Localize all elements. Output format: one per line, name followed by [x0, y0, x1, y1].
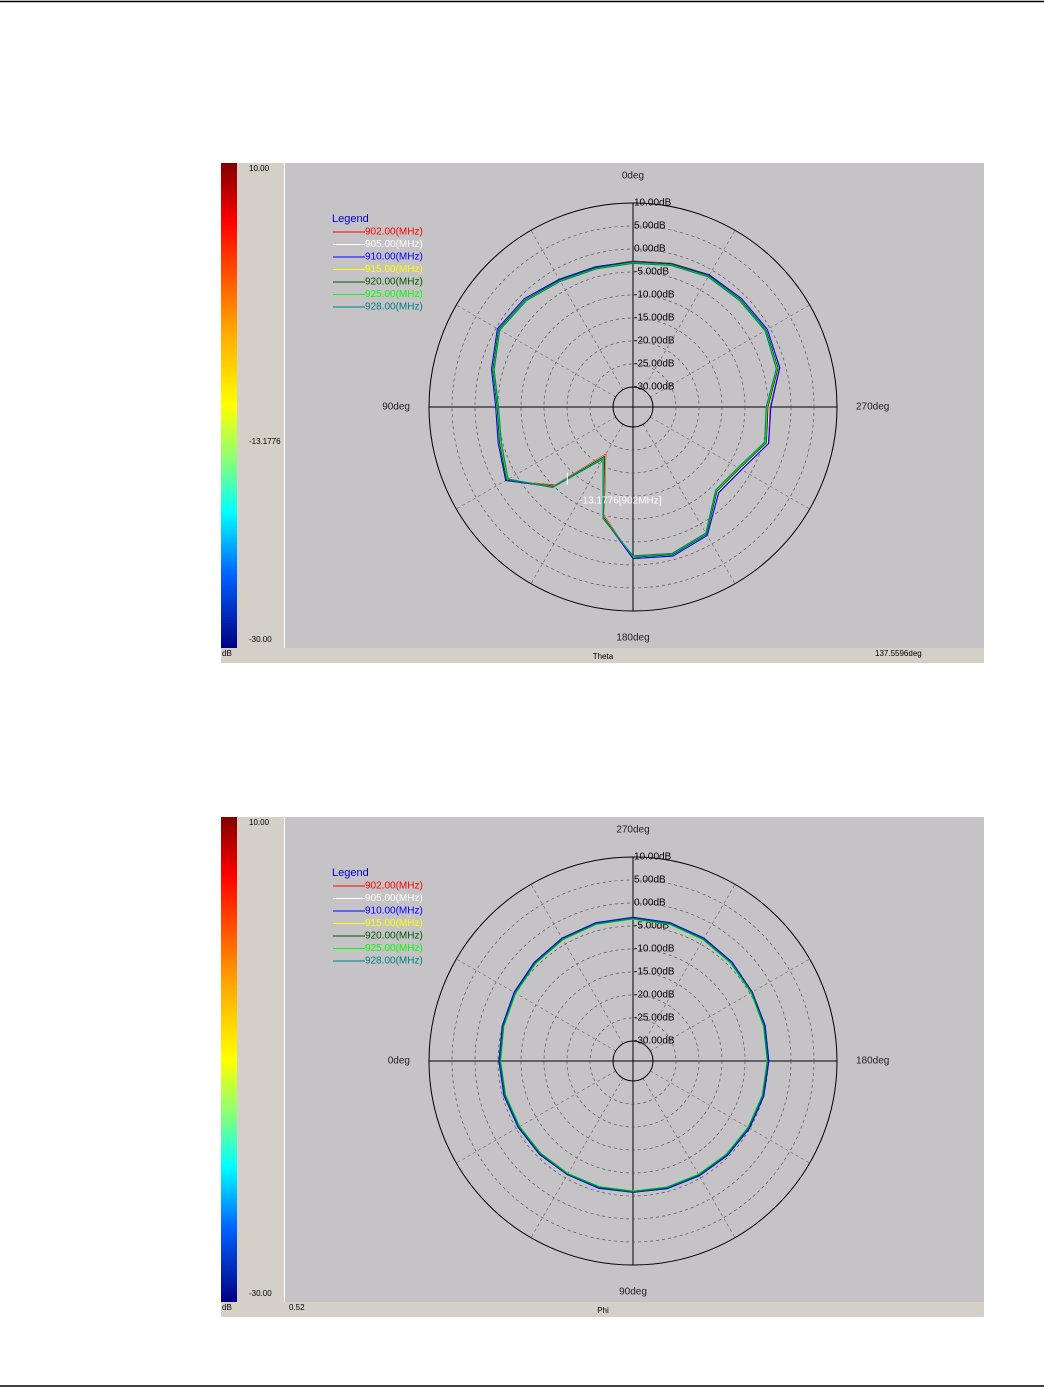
angle-axis-label: Theta: [593, 652, 614, 661]
radial-grid-ring: [451, 879, 815, 1243]
angle-tick-label: 90deg: [382, 402, 410, 413]
legend-entry: 925.00(MHz): [365, 289, 423, 300]
angle-tick-label: 270deg: [616, 825, 649, 836]
legend-entry: 902.00(MHz): [365, 881, 423, 892]
legend-entry: 928.00(MHz): [365, 956, 423, 967]
legend-entry: 920.00(MHz): [365, 277, 423, 288]
angle-grid-line: [642, 424, 736, 584]
radial-grid-ring: [589, 363, 677, 451]
radial-grid-ring: [543, 971, 723, 1151]
pattern-line: [499, 918, 769, 1192]
angle-tick-label: 90deg: [619, 1287, 647, 1298]
radial-tick-label: -30.00dB: [634, 1036, 675, 1047]
status-strip: [221, 648, 984, 663]
colorbar-tick-label: 10.00: [249, 164, 270, 173]
radial-grid-ring: [520, 948, 746, 1174]
pattern-line: [492, 261, 779, 558]
plot-area: [284, 817, 984, 1302]
legend-entry: 920.00(MHz): [365, 931, 423, 942]
radial-tick-label: -25.00dB: [634, 1013, 675, 1024]
radial-tick-label: -10.00dB: [634, 290, 675, 301]
colorbar-tick-label: 10.00: [249, 818, 270, 827]
radial-grid-ring: [566, 340, 700, 474]
angle-tick-label: 180deg: [616, 633, 649, 644]
colorbar-panel: [237, 163, 284, 648]
radial-tick-label: -10.00dB: [634, 944, 675, 955]
legend-entry: 915.00(MHz): [365, 264, 423, 275]
colorbar-label: dB: [222, 649, 232, 658]
radial-tick-label: -30.00dB: [634, 382, 675, 393]
radial-grid-ring: [612, 1040, 654, 1082]
legend-entry: 905.00(MHz): [365, 239, 423, 250]
radial-grid-ring: [566, 994, 700, 1128]
angle-tick-label: 0deg: [388, 1056, 410, 1067]
status-strip: [221, 1302, 984, 1317]
colorbar: [221, 817, 237, 1302]
pattern-line: [490, 260, 781, 560]
radial-grid-ring: [474, 248, 792, 566]
radial-tick-label: -25.00dB: [634, 359, 675, 370]
angle-grid-line: [650, 416, 810, 510]
radial-tick-label: -15.00dB: [634, 313, 675, 324]
radial-grid-ring: [520, 294, 746, 520]
radial-tick-label: 10.00dB: [634, 198, 672, 209]
colorbar: [221, 163, 237, 648]
angle-grid-line: [650, 1070, 810, 1164]
radial-tick-label: 0.00dB: [634, 898, 666, 909]
radial-tick-label: -20.00dB: [634, 336, 675, 347]
angle-grid-line: [642, 1078, 736, 1238]
radial-tick-label: 5.00dB: [634, 875, 666, 886]
cursor-angle: 137.5596deg: [875, 649, 922, 658]
angle-tick-label: 180deg: [856, 1056, 889, 1067]
colorbar-tick-label: -30.00: [249, 1289, 272, 1298]
legend-title: Legend: [332, 867, 369, 879]
angle-grid-line: [456, 1070, 616, 1164]
legend-entry: 905.00(MHz): [365, 893, 423, 904]
pattern-line: [493, 262, 777, 557]
radial-tick-label: -5.00dB: [634, 267, 669, 278]
radial-grid-ring: [451, 225, 815, 589]
angle-grid-line: [642, 884, 736, 1044]
radial-tick-label: 0.00dB: [634, 244, 666, 255]
radial-tick-label: -20.00dB: [634, 990, 675, 1001]
status-value: 0.52: [289, 1303, 305, 1312]
radial-grid-ring: [543, 317, 723, 497]
radial-tick-label: -5.00dB: [634, 921, 669, 932]
colorbar-tick-label: -13.1776: [249, 437, 281, 446]
radial-grid-ring: [612, 386, 654, 428]
cursor-label: -13.1776[902MHz]: [579, 496, 661, 507]
angle-tick-label: 270deg: [856, 402, 889, 413]
angle-tick-label: 0deg: [622, 171, 644, 182]
legend-entry: 928.00(MHz): [365, 302, 423, 313]
radial-tick-label: 10.00dB: [634, 852, 672, 863]
colorbar-label: dB: [222, 1303, 232, 1312]
legend-entry: 915.00(MHz): [365, 918, 423, 929]
plot-area: [284, 163, 984, 648]
legend-title: Legend: [332, 213, 369, 225]
angle-grid-line: [642, 230, 736, 390]
legend-entry: 910.00(MHz): [365, 252, 423, 263]
legend-entry: 910.00(MHz): [365, 906, 423, 917]
colorbar-tick-label: -30.00: [249, 635, 272, 644]
radial-grid-ring: [589, 1017, 677, 1105]
legend-entry: 925.00(MHz): [365, 943, 423, 954]
radial-grid-ring: [428, 856, 838, 1266]
angle-grid-line: [456, 416, 616, 510]
legend-entry: 902.00(MHz): [365, 227, 423, 238]
colorbar-panel: [237, 817, 284, 1302]
angle-axis-label: Phi: [597, 1306, 609, 1315]
radial-tick-label: 5.00dB: [634, 221, 666, 232]
radial-grid-ring: [428, 202, 838, 612]
radial-grid-ring: [474, 902, 792, 1220]
radial-tick-label: -15.00dB: [634, 967, 675, 978]
